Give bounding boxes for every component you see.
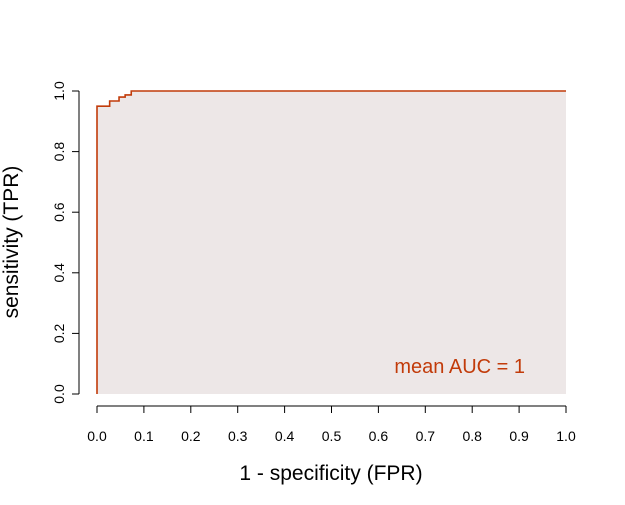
- x-tick-label: 0.2: [181, 428, 201, 444]
- y-axis: 0.0 0.2 0.4 0.6 0.8 1.0: [51, 81, 80, 404]
- x-axis-title: 1 - specificity (FPR): [239, 462, 422, 485]
- x-tick-label: 0.0: [87, 428, 107, 444]
- y-tick-label: 0.8: [51, 142, 67, 162]
- x-tick-label: 1.0: [556, 428, 576, 444]
- roc-curve-line: [96, 90, 566, 394]
- y-tick-label: 0.2: [51, 323, 67, 343]
- y-tick-label: 1.0: [51, 81, 67, 101]
- plot-area: [96, 90, 566, 394]
- x-tick-label: 0.9: [509, 428, 529, 444]
- roc-area-fill: [97, 91, 566, 394]
- x-tick-label: 0.1: [134, 428, 154, 444]
- x-tick-label: 0.7: [416, 428, 436, 444]
- y-axis-title: sensitivity (TPR): [0, 166, 23, 319]
- x-tick-label: 0.5: [322, 428, 342, 444]
- x-tick-label: 0.4: [275, 428, 295, 444]
- x-axis: 0.0 0.1 0.2 0.3 0.4 0.5 0.6 0.7 0.8 0.9 1.0: [87, 405, 576, 444]
- y-tick-label: 0.4: [51, 263, 67, 283]
- x-tick-label: 0.3: [228, 428, 248, 444]
- x-tick-label: 0.6: [369, 428, 389, 444]
- y-tick-label: 0.0: [51, 384, 67, 404]
- x-tick-label: 0.8: [462, 428, 482, 444]
- auc-annotation: mean AUC = 1: [394, 356, 525, 378]
- y-tick-label: 0.6: [51, 202, 67, 222]
